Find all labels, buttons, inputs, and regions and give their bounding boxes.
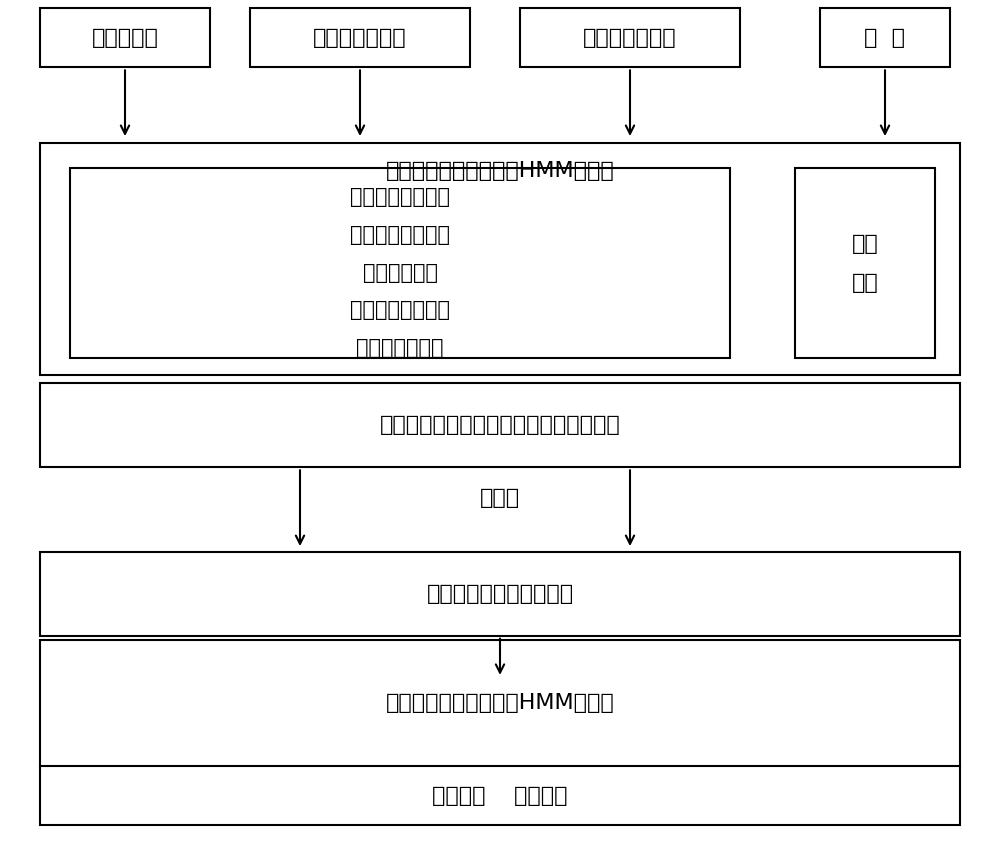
- Text: 快速踩下制动踏板: 快速踩下制动踏板: [350, 187, 450, 207]
- Text: 车  速: 车 速: [864, 28, 906, 48]
- Text: 表征长时段的制动意图HMM模型库: 表征长时段的制动意图HMM模型库: [386, 693, 614, 713]
- FancyBboxPatch shape: [520, 8, 740, 67]
- Text: 符号化: 符号化: [480, 488, 520, 509]
- Text: 选择似然度最大的模型作为制动行为序列: 选择似然度最大的模型作为制动行为序列: [380, 415, 620, 435]
- Text: 松开制动踏板: 松开制动踏板: [362, 263, 438, 283]
- Text: 制动踏板无动作: 制动踏板无动作: [356, 338, 444, 359]
- Text: 制动时间    制动强度: 制动时间 制动强度: [432, 786, 568, 806]
- FancyBboxPatch shape: [40, 8, 210, 67]
- FancyBboxPatch shape: [70, 168, 730, 358]
- Text: 表征短时段的制动行为HMM模型库: 表征短时段的制动行为HMM模型库: [386, 161, 614, 181]
- Text: 作为制动意图的观测序列: 作为制动意图的观测序列: [426, 584, 574, 604]
- FancyBboxPatch shape: [40, 552, 960, 636]
- Text: 正常踩下制动踏板: 正常踩下制动踏板: [350, 225, 450, 245]
- Text: 踏板位移变化量: 踏板位移变化量: [313, 28, 407, 48]
- Text: 制动踏板力: 制动踏板力: [92, 28, 158, 48]
- FancyBboxPatch shape: [795, 168, 935, 358]
- FancyBboxPatch shape: [250, 8, 470, 67]
- FancyBboxPatch shape: [40, 383, 960, 467]
- FancyBboxPatch shape: [820, 8, 950, 67]
- FancyBboxPatch shape: [40, 143, 960, 375]
- Text: 踏板位移变化率: 踏板位移变化率: [583, 28, 677, 48]
- Text: 速度
分级: 速度 分级: [852, 233, 878, 293]
- Text: 保持制动踏板位置: 保持制动踏板位置: [350, 301, 450, 321]
- FancyBboxPatch shape: [40, 640, 960, 825]
